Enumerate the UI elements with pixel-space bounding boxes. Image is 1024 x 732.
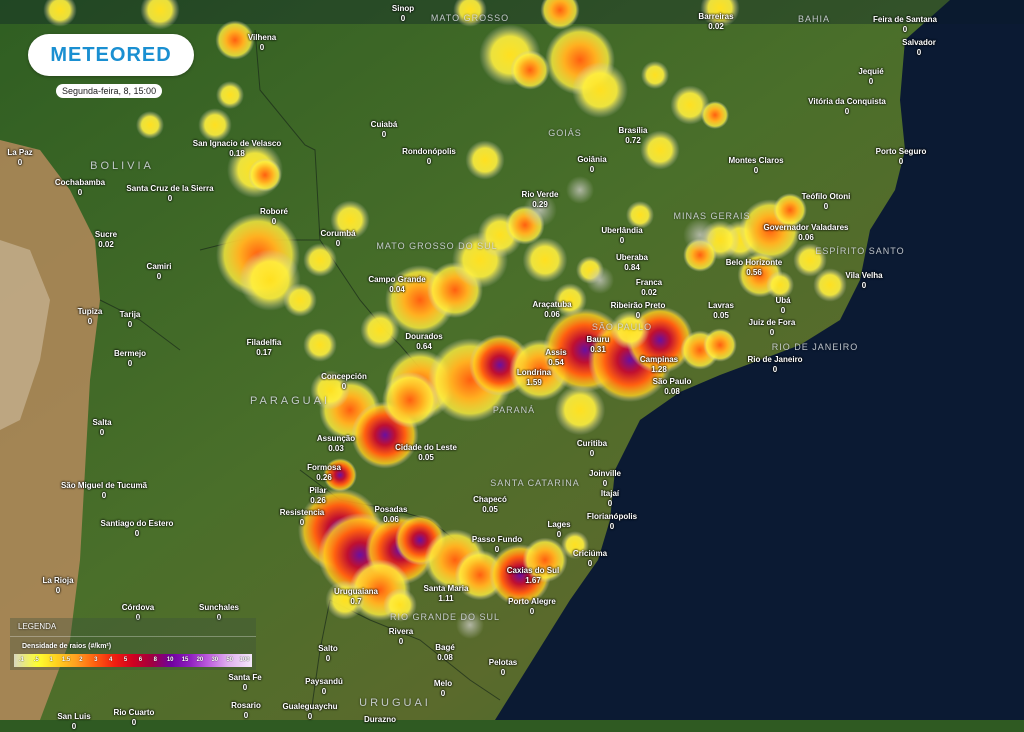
- region-label: GOIÁS: [548, 128, 582, 138]
- lightning-cell: [456, 611, 484, 639]
- lightning-cell: [465, 140, 505, 180]
- region-label: ESPÍRITO SANTO: [815, 246, 905, 256]
- region-label: BAHIA: [797, 14, 831, 24]
- lightning-cell: [303, 328, 337, 362]
- region-label: BOLIVIA: [90, 160, 154, 172]
- legend-tick: 50: [226, 657, 234, 663]
- ocean: [495, 0, 1024, 720]
- region-label: PARANÁ: [492, 405, 536, 415]
- lightning-cell: [566, 176, 594, 204]
- lightning-cell: [382, 372, 438, 428]
- legend-tick: 6: [138, 657, 143, 663]
- lightning-cell: [641, 61, 669, 89]
- legend-tick: 3: [94, 657, 98, 663]
- lightning-cell: [283, 283, 317, 317]
- lightning-cell: [360, 310, 400, 350]
- lightning-cells: [43, 0, 847, 639]
- lightning-cell: [586, 266, 614, 294]
- city-lightning-value: 0: [71, 722, 77, 731]
- lightning-cell: [610, 310, 650, 350]
- lightning-cell: [572, 62, 628, 118]
- legend-tick: 30: [211, 657, 219, 663]
- lightning-cell: [453, 0, 487, 27]
- lightning-cell: [701, 101, 729, 129]
- lightning-cell: [522, 537, 568, 583]
- region-label: MINAS GERAIS: [673, 211, 751, 221]
- legend-tick: 1: [49, 657, 53, 663]
- lightning-cell: [773, 193, 807, 227]
- legend-title: LEGENDA: [18, 622, 57, 631]
- lightning-cell: [140, 0, 180, 30]
- meteored-logo[interactable]: METEORED: [28, 34, 194, 76]
- lightning-cell: [700, 0, 740, 28]
- lightning-cell: [523, 193, 557, 227]
- lightning-cell: [383, 588, 417, 622]
- legend-tick: 100: [239, 657, 250, 663]
- legend-tick: .1: [18, 657, 24, 663]
- andes-highlights: [0, 240, 50, 430]
- region-label: RIO DE JANEIRO: [771, 342, 859, 352]
- lightning-cell: [626, 201, 654, 229]
- lightning-cell: [561, 531, 589, 559]
- lightning-cell: [683, 218, 717, 252]
- region-label: PARAGUAI: [249, 395, 331, 407]
- lightning-cell: [136, 111, 164, 139]
- legend-tick: 10: [166, 657, 174, 663]
- lightning-cell: [703, 328, 737, 362]
- lightning-cell: [640, 130, 680, 170]
- lightning-cell: [522, 237, 568, 283]
- legend-tick: .5: [33, 657, 39, 663]
- legend-color-scale: .1 .5 1 1.5 2 3 4 5 6 8 10 15 20 30 50 100: [14, 654, 252, 667]
- lightning-cell: [766, 271, 794, 299]
- legend-tick: 8: [153, 657, 157, 663]
- region-label: RIO GRANDE DO SUL: [389, 612, 501, 622]
- lightning-cell: [553, 283, 587, 317]
- legend-tick: 4: [109, 657, 113, 663]
- lightning-cell: [198, 108, 232, 142]
- region-label: SANTA CATARINA: [490, 478, 580, 488]
- legend-divider: [10, 636, 256, 637]
- lightning-cell: [303, 243, 337, 277]
- forecast-datetime[interactable]: Segunda-feira, 8, 15:00: [56, 84, 163, 98]
- lightning-cell: [510, 50, 550, 90]
- lightning-cell: [248, 158, 282, 192]
- lightning-cell: [330, 200, 370, 240]
- region-label: SÃO PAULO: [591, 322, 653, 332]
- lightning-cell: [670, 85, 710, 125]
- lightning-cell: [310, 370, 350, 410]
- legend-tick: 5: [123, 657, 128, 663]
- lightning-cell: [323, 458, 357, 492]
- legend-tick: 15: [181, 657, 189, 663]
- lightning-cell: [540, 0, 580, 30]
- lightning-cell: [215, 20, 255, 60]
- region-label: MATO GROSSO: [430, 13, 510, 23]
- logo-text: METEORED: [50, 43, 172, 66]
- lightning-cell: [43, 0, 77, 27]
- lightning-cell: [216, 81, 244, 109]
- legend-subtitle: Densidade de raios (#/km²): [22, 643, 112, 650]
- legend-tick: 2: [79, 657, 83, 663]
- region-label: MATO GROSSO DO SUL: [376, 241, 498, 251]
- legend-panel: LEGENDA Densidade de raios (#/km²) .1 .5 1…: [10, 618, 256, 670]
- legend-tick: 20: [196, 657, 204, 663]
- legend-tick: 1.5: [61, 657, 71, 663]
- lightning-cell: [554, 384, 606, 436]
- lightning-cell: [813, 268, 847, 302]
- region-label: URUGUAI: [359, 697, 431, 709]
- lightning-cell: [325, 580, 365, 620]
- lightning-cell: [793, 243, 827, 277]
